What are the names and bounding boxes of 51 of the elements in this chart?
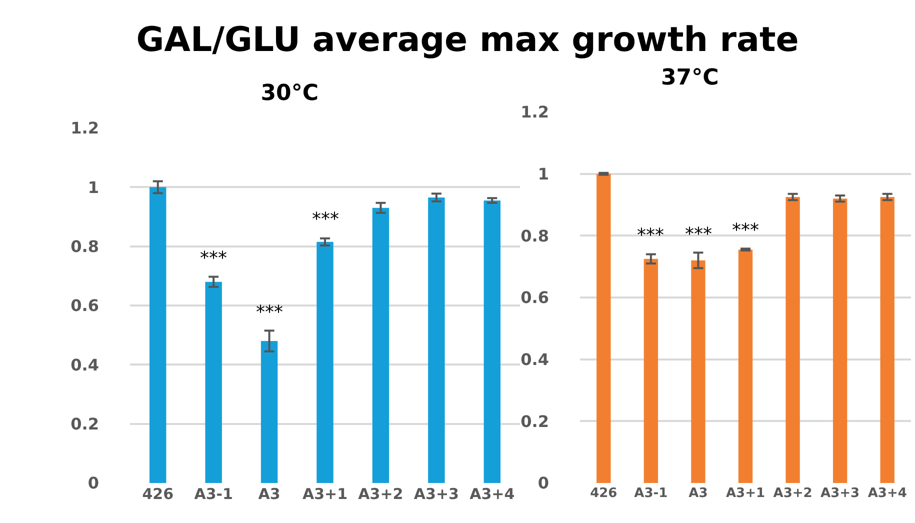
y-tick-label: 1.2 (520, 102, 549, 122)
x-tick-label: A3-1 (634, 486, 668, 501)
x-tick-label: A3+4 (470, 485, 515, 503)
bar (786, 197, 800, 483)
y-tick-label: 1 (538, 164, 549, 184)
y-tick-label: 1 (88, 178, 99, 197)
x-tick-label: A3-1 (194, 485, 233, 503)
x-tick-label: A3 (258, 485, 280, 503)
annotation: *** (312, 209, 339, 230)
y-tick-label: 0.8 (70, 236, 99, 256)
bar (150, 187, 166, 483)
bar (880, 197, 894, 483)
bar (205, 282, 222, 483)
bar (484, 200, 500, 483)
x-tick-label: A3+2 (358, 485, 404, 503)
bar (260, 341, 278, 483)
y-tick-label: 0.2 (70, 414, 99, 434)
y-tick-label: 0 (538, 474, 549, 493)
annotation: *** (256, 302, 283, 323)
x-tick-label: A3+1 (726, 486, 766, 501)
bar (832, 198, 848, 483)
y-tick-label: 1.2 (70, 118, 99, 138)
chart-title: 37°C (660, 65, 719, 90)
y-tick-label: 0.4 (70, 355, 99, 374)
x-tick-label: A3+3 (820, 486, 860, 501)
bar (596, 174, 611, 483)
y-tick-label: 0.4 (520, 350, 549, 369)
chart-subtitle: 30°C (260, 81, 318, 106)
x-tick-label: A3+4 (868, 486, 907, 501)
annotation: *** (200, 248, 227, 269)
bar (644, 258, 658, 483)
x-tick-label: A3+2 (773, 486, 812, 501)
bar (691, 260, 706, 483)
bar (372, 208, 390, 483)
y-tick-label: 0.6 (520, 288, 549, 308)
annotation: *** (685, 224, 712, 245)
x-tick-label: 426 (590, 486, 618, 501)
bar (316, 242, 334, 483)
bar (738, 250, 753, 483)
annotation: *** (732, 220, 759, 241)
y-tick-label: 0.6 (70, 296, 99, 316)
x-tick-label: A3+1 (302, 485, 348, 503)
y-tick-label: 0.2 (520, 412, 549, 431)
y-tick-label: 0 (88, 474, 99, 493)
x-tick-label: A3+3 (414, 485, 459, 503)
y-tick-label: 0.8 (520, 226, 549, 246)
chart-title: GAL/GLU average max growth rate (135, 20, 800, 60)
x-tick-label: A3 (688, 486, 708, 501)
x-tick-label: 426 (142, 485, 174, 503)
annotation: *** (637, 225, 664, 246)
bar (428, 198, 445, 483)
